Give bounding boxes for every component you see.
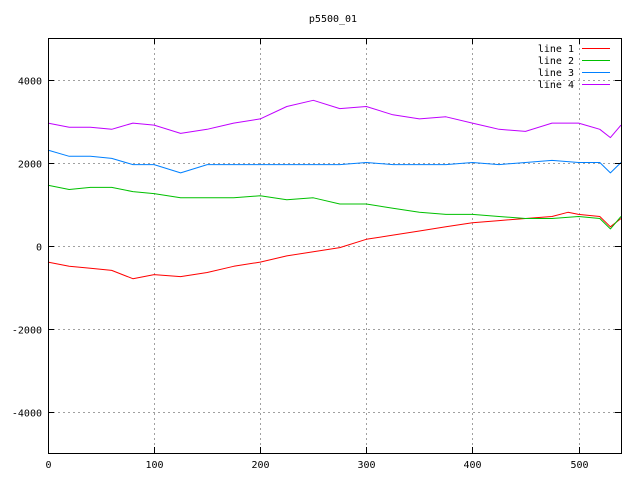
x-tick-label: 500 — [570, 460, 588, 471]
grid-lines — [48, 38, 621, 453]
y-tick-label: 0 — [36, 243, 42, 254]
y-tick-label: 4000 — [18, 77, 42, 88]
y-tick-label: 2000 — [18, 160, 42, 171]
legend-label: line 1 — [538, 44, 574, 55]
series-line-1 — [47, 211, 622, 280]
series-line-2 — [47, 184, 622, 230]
x-tick-label: 300 — [357, 460, 375, 471]
x-tick-label: 0 — [45, 460, 51, 471]
y-tick-label: -2000 — [12, 326, 42, 337]
y-tick-label: -4000 — [12, 409, 42, 420]
axis-ticks: 0 100 200 300 400 500 -4000 -2000 0 2000 4000 — [12, 38, 621, 471]
series-line-4 — [47, 99, 622, 139]
chart-title: p5500_01 — [309, 14, 357, 25]
x-tick-label: 400 — [463, 460, 481, 471]
legend-label: line 3 — [538, 68, 574, 79]
legend-label: line 4 — [538, 80, 574, 91]
x-tick-label: 200 — [251, 460, 269, 471]
series-lines — [47, 99, 622, 280]
series-line-3 — [47, 149, 622, 174]
x-tick-label: 100 — [145, 460, 163, 471]
legend-label: line 2 — [538, 56, 574, 67]
